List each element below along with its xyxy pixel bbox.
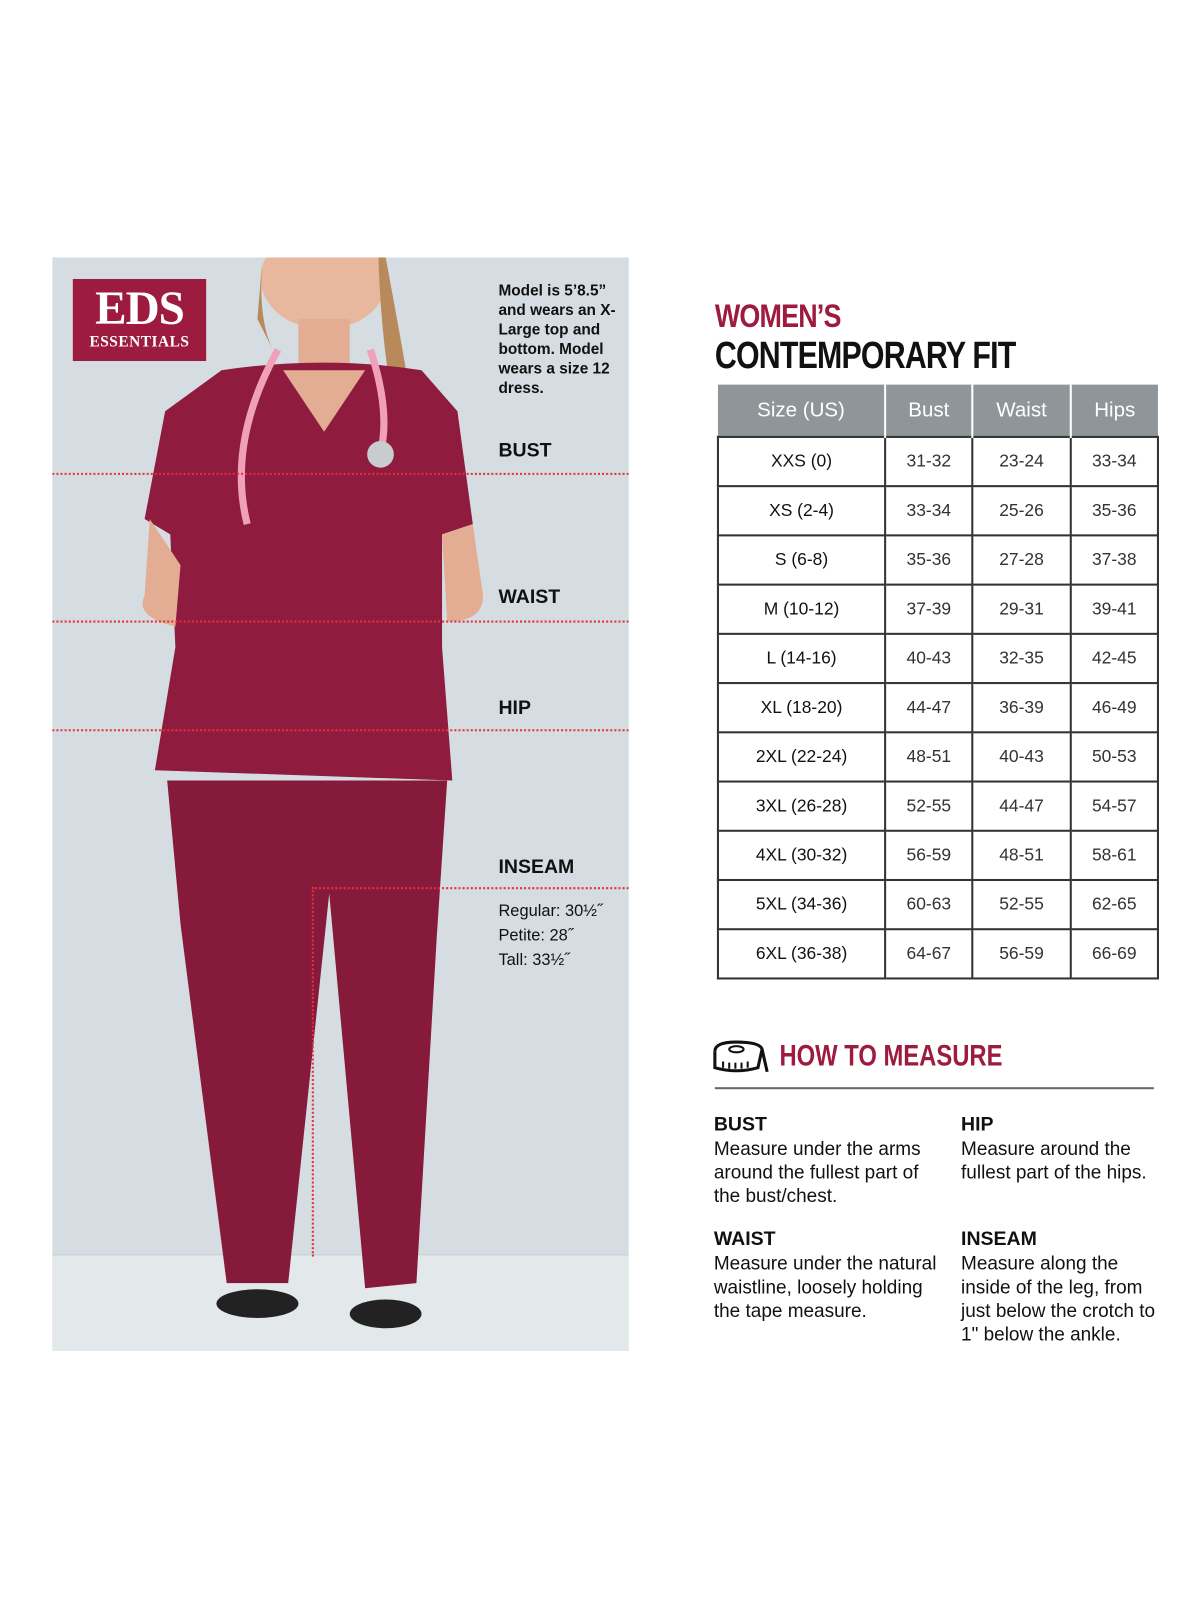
table-cell: 25-26 <box>971 485 1072 537</box>
inseam-label: INSEAM <box>498 856 575 878</box>
table-cell: 56-59 <box>971 928 1072 980</box>
table-cell: 29-31 <box>971 583 1072 635</box>
how-to-measure-heading: HOW TO MEASURE <box>779 1039 1003 1073</box>
table-cell: 40-43 <box>884 632 974 685</box>
table-row: XXS (0) 31-32 23-24 33-34 <box>716 435 1159 488</box>
table-cell: 56-59 <box>884 829 974 882</box>
column-header: Hips <box>1069 384 1158 437</box>
table-row: L (14-16) 40-43 32-35 42-45 <box>716 632 1159 685</box>
table-row: XL (18-20) 44-47 36-39 46-49 <box>716 682 1159 734</box>
table-cell: 44-47 <box>884 682 974 734</box>
title-line1: WOMEN’S <box>714 297 842 335</box>
column-header: Size (US) <box>717 384 886 437</box>
table-row: M (10-12) 37-39 29-31 39-41 <box>716 583 1159 635</box>
table-cell: 35-36 <box>884 534 974 586</box>
table-cell: 52-55 <box>971 878 1072 931</box>
table-cell: S (6-8) <box>716 534 887 586</box>
table-cell: 37-39 <box>884 583 974 635</box>
inseam-instructions: INSEAM Measure along the inside of the l… <box>961 1228 1156 1345</box>
table-row: 2XL (22-24) 48-51 40-43 50-53 <box>716 731 1159 783</box>
hip-line <box>52 729 629 732</box>
eds-essentials-logo: EDS ESSENTIALS <box>72 278 207 362</box>
table-cell: 62-65 <box>1069 878 1159 931</box>
inseam-vertical-line <box>311 887 314 1257</box>
model-photo: EDS ESSENTIALS Model is 5’8.5” and wears… <box>52 257 629 1351</box>
table-cell: 3XL (26-28) <box>716 780 887 832</box>
hip-label: HIP <box>498 697 531 719</box>
waist-line <box>52 620 629 623</box>
table-cell: 37-38 <box>1069 534 1159 586</box>
table-row: 5XL (34-36) 60-63 52-55 62-65 <box>716 878 1159 931</box>
table-cell: 46-49 <box>1069 682 1159 734</box>
table-cell: 52-55 <box>884 780 974 832</box>
model-figure <box>142 257 484 1329</box>
table-header: Size (US) Bust Waist Hips <box>717 384 1158 437</box>
floor <box>52 1254 629 1351</box>
table-cell: XS (2-4) <box>716 485 887 537</box>
table-row: XS (2-4) 33-34 25-26 35-36 <box>716 485 1159 537</box>
table-cell: 42-45 <box>1069 632 1159 685</box>
table-cell: 31-32 <box>884 435 974 488</box>
table-cell: 5XL (34-36) <box>716 878 887 931</box>
table-cell: 36-39 <box>971 682 1072 734</box>
table-cell: 60-63 <box>884 878 974 931</box>
table-cell: 39-41 <box>1069 583 1159 635</box>
table-cell: 50-53 <box>1069 731 1159 783</box>
table-cell: 48-51 <box>971 829 1072 882</box>
table-cell: 2XL (22-24) <box>716 731 887 783</box>
column-header: Bust <box>884 384 973 437</box>
table-cell: 32-35 <box>971 632 1072 685</box>
table-cell: 44-47 <box>971 780 1072 832</box>
table-cell: 33-34 <box>1069 435 1159 488</box>
table-cell: 27-28 <box>971 534 1072 586</box>
model-note: Model is 5’8.5” and wears an X-Large top… <box>498 282 616 397</box>
table-cell: XL (18-20) <box>716 682 887 734</box>
table-cell: 40-43 <box>971 731 1072 783</box>
waist-label: WAIST <box>498 586 561 609</box>
table-cell: 23-24 <box>971 435 1072 488</box>
hip-instructions: HIP Measure around the fullest part of t… <box>961 1113 1147 1183</box>
table-row: 3XL (26-28) 52-55 44-47 54-57 <box>716 780 1159 832</box>
size-table: Size (US) Bust Waist Hips XXS (0) 31-32 23-24… <box>716 384 1159 980</box>
table-cell: XXS (0) <box>716 435 887 488</box>
bust-label: BUST <box>498 439 552 462</box>
column-header: Waist <box>971 384 1071 437</box>
table-row: 6XL (36-38) 64-67 56-59 66-69 <box>716 928 1159 980</box>
title-line2: CONTEMPORARY FIT <box>714 334 1016 377</box>
divider <box>714 1087 1154 1090</box>
table-cell: 48-51 <box>884 731 974 783</box>
inseam-line <box>311 887 629 890</box>
table-cell: 66-69 <box>1069 928 1159 980</box>
table-cell: M (10-12) <box>716 583 887 635</box>
tape-measure-icon <box>713 1040 769 1073</box>
table-cell: 64-67 <box>884 928 974 980</box>
table-cell: 4XL (30-32) <box>716 829 887 882</box>
table-cell: 33-34 <box>884 485 974 537</box>
table-cell: 35-36 <box>1069 485 1159 537</box>
bust-instructions: BUST Measure under the arms around the f… <box>713 1113 921 1207</box>
inseam-lengths: Regular: 30½˝ Petite: 28˝ Tall: 33½˝ <box>498 902 603 970</box>
table-cell: 58-61 <box>1069 829 1159 882</box>
table-row: 4XL (30-32) 56-59 48-51 58-61 <box>716 829 1159 882</box>
waist-instructions: WAIST Measure under the natural waistlin… <box>713 1228 937 1322</box>
table-row: S (6-8) 35-36 27-28 37-38 <box>716 534 1159 586</box>
table-cell: 54-57 <box>1069 780 1159 832</box>
table-cell: L (14-16) <box>716 632 887 685</box>
bust-line <box>52 472 629 475</box>
table-cell: 6XL (36-38) <box>716 928 887 980</box>
